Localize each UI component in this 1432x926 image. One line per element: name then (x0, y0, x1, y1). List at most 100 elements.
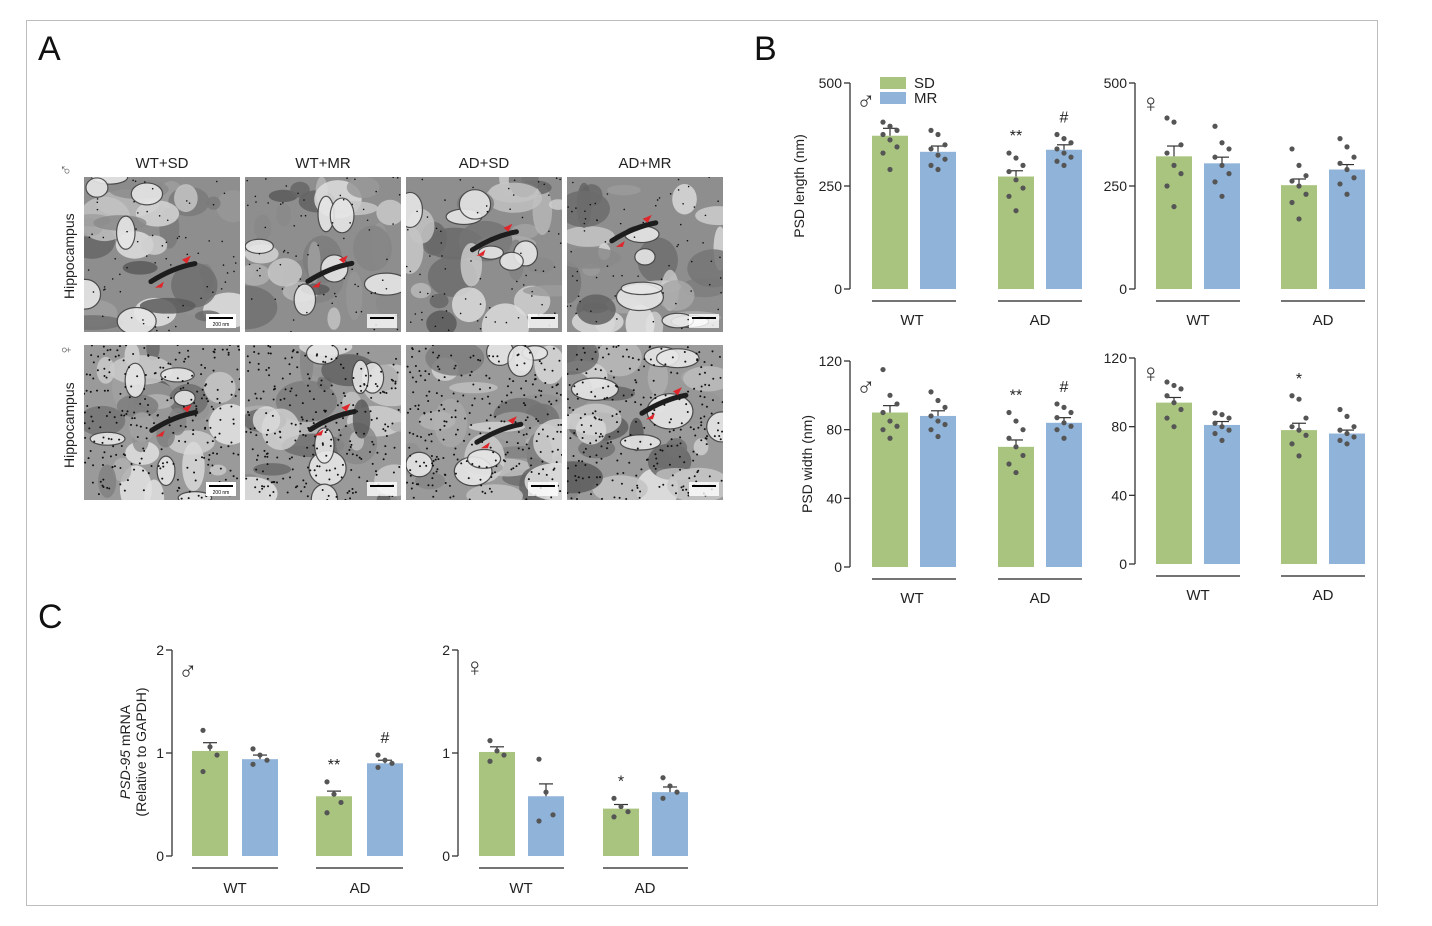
sex-symbol: ♂ (856, 372, 876, 402)
sex-symbol: ♂ (856, 86, 876, 116)
bar-SD-AD (1281, 185, 1317, 289)
data-point (1006, 409, 1012, 416)
data-point (200, 768, 206, 775)
data-point (324, 779, 330, 785)
data-point (250, 746, 256, 752)
data-point (264, 757, 270, 763)
legend-swatch-SD (880, 77, 906, 89)
panel-a-letter: A (38, 30, 61, 68)
y-tick-label: 40 (826, 490, 842, 506)
data-point (1344, 430, 1350, 437)
micrograph-ad-mr-male (567, 177, 723, 332)
bar-MR-AD (1046, 149, 1082, 289)
data-point (880, 366, 886, 373)
y-tick-label: 120 (1104, 350, 1128, 366)
data-point (214, 752, 220, 758)
data-point (1054, 158, 1060, 164)
group-label: WT (509, 880, 532, 897)
data-point (1171, 162, 1177, 168)
data-point (1296, 396, 1302, 402)
data-point (1289, 393, 1295, 399)
data-point (1226, 427, 1232, 433)
data-point (1303, 173, 1309, 179)
data-point (894, 127, 900, 133)
data-point (1226, 171, 1232, 177)
data-point (1171, 424, 1177, 430)
significance-mark: * (1296, 371, 1302, 388)
data-point (1344, 166, 1350, 173)
y-tick-label: 250 (819, 178, 843, 194)
data-point (1171, 382, 1177, 389)
data-point (1006, 435, 1012, 441)
column-label-wt-mr: WT+MR (295, 155, 351, 172)
data-point (880, 409, 886, 416)
data-point (1289, 178, 1295, 184)
data-point (1212, 430, 1218, 437)
data-point (1212, 179, 1218, 185)
data-point (1178, 142, 1184, 148)
data-point (494, 748, 500, 754)
data-point (1068, 140, 1074, 146)
data-point (887, 435, 893, 441)
data-point (1289, 199, 1295, 206)
data-point (1061, 136, 1067, 142)
data-point (375, 752, 381, 758)
data-point (1054, 401, 1060, 407)
data-point (935, 152, 941, 158)
data-point (1296, 183, 1302, 189)
data-point (1219, 140, 1225, 146)
data-point (1020, 452, 1026, 459)
column-label-ad-mr: AD+MR (618, 155, 672, 172)
legend-swatch-MR (880, 92, 906, 104)
sex-symbol: ♂ (178, 656, 198, 686)
data-point (887, 392, 893, 398)
data-point (1020, 427, 1026, 433)
y-tick-label: 0 (834, 281, 842, 297)
data-point (1178, 171, 1184, 177)
data-point (1337, 136, 1343, 142)
data-point (207, 744, 213, 750)
sex-symbol: ♀ (1141, 88, 1161, 118)
data-point (928, 427, 934, 433)
data-point (880, 427, 886, 433)
data-point (1020, 162, 1026, 168)
data-point (880, 131, 886, 138)
micrograph-ad-mr-female (567, 345, 723, 500)
data-point (928, 127, 934, 133)
data-point (1344, 144, 1350, 150)
y-tick-label: 0 (156, 848, 164, 864)
data-point (257, 752, 263, 758)
data-point (1219, 424, 1225, 430)
data-point (375, 764, 381, 771)
chart-b-female-length: 0 250 500 ♀ WT AD (1104, 75, 1365, 329)
micrograph-wt-sd-female: 200 nm (84, 345, 240, 500)
data-point (1164, 115, 1170, 121)
significance-mark: ** (328, 757, 340, 774)
data-point (880, 119, 886, 125)
data-point (1061, 162, 1067, 168)
data-point (935, 418, 941, 424)
data-point (887, 166, 893, 173)
micrograph-ad-sd-male (406, 177, 562, 332)
data-point (324, 810, 330, 816)
bar-MR-WT (1204, 424, 1240, 564)
sex-symbol: ♀ (465, 652, 485, 682)
group-label: AD (1313, 312, 1334, 329)
data-point (942, 156, 948, 162)
bar-SD-WT (1156, 156, 1192, 289)
data-point (1337, 160, 1343, 166)
data-point (250, 761, 256, 767)
data-point (550, 812, 556, 818)
bar-MR-WT (528, 796, 564, 856)
data-point (382, 757, 388, 763)
y-tick-label: 1 (442, 745, 450, 761)
significance-mark: ** (1010, 128, 1022, 145)
data-point (894, 423, 900, 429)
data-point (880, 150, 886, 156)
chart-c-female-psd95: 0 1 2 ♀ * WT AD (442, 642, 688, 897)
data-point (1296, 162, 1302, 168)
group-label: AD (350, 880, 371, 897)
significance-mark: ** (1010, 388, 1022, 405)
y-tick-label: 2 (442, 642, 450, 658)
data-point (894, 401, 900, 407)
